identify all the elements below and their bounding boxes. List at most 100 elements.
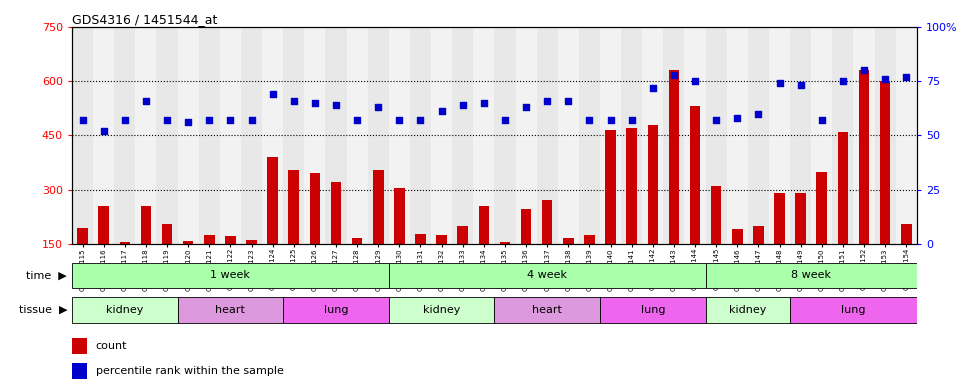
Text: 8 week: 8 week [791,270,831,280]
Bar [499,242,511,298]
Bar [225,236,235,298]
Point [793,83,808,89]
Point [349,117,365,123]
Bar [816,172,827,298]
Bar [541,200,552,298]
Bar [389,297,494,323]
Bar [140,206,151,298]
Bar [748,27,769,244]
Point [223,117,238,123]
Bar [896,27,917,244]
Bar [520,210,531,298]
Point [371,104,386,110]
Text: lung: lung [324,305,348,314]
Point [835,78,851,84]
Bar [605,130,616,298]
Bar [415,234,426,298]
Point [202,117,217,123]
Bar [584,235,594,298]
Point [392,117,407,123]
Text: lung: lung [640,305,665,314]
Bar [774,193,784,298]
Point [582,117,597,123]
Bar [579,27,600,244]
Bar [684,27,706,244]
Bar [99,206,109,298]
Point [286,98,301,104]
Bar [621,27,642,244]
Text: 1 week: 1 week [210,270,251,280]
Bar [182,241,193,298]
Bar [452,27,473,244]
Point [603,117,618,123]
Bar [626,128,636,298]
Bar [241,27,262,244]
Bar [689,106,700,298]
Bar [178,297,283,323]
Point [244,117,259,123]
Bar [304,27,325,244]
Bar [647,124,658,298]
Text: percentile rank within the sample: percentile rank within the sample [96,366,283,376]
Text: tissue  ▶: tissue ▶ [18,305,67,315]
Point [561,98,576,104]
Bar [72,263,389,288]
Text: kidney: kidney [730,305,766,314]
Bar [663,27,684,244]
Bar [858,70,869,298]
Point [814,117,829,123]
Bar [769,27,790,244]
Point [497,117,513,123]
Text: kidney: kidney [107,305,143,314]
Bar [516,27,537,244]
Point [476,100,492,106]
Point [180,119,196,126]
Bar [325,27,347,244]
Bar [875,27,896,244]
Point [666,71,682,78]
Text: lung: lung [841,305,866,314]
Point [265,91,280,97]
Bar [600,27,621,244]
Bar [72,363,87,379]
Bar [119,242,130,298]
Bar [753,226,763,298]
Point [645,84,660,91]
Bar [431,27,452,244]
Bar [394,188,405,298]
Bar [879,81,890,298]
Point [413,117,428,123]
Bar [178,27,199,244]
Bar [727,27,748,244]
Bar [246,240,256,298]
Bar [347,27,368,244]
Bar [706,263,917,288]
Bar [837,132,848,298]
Bar [706,297,790,323]
Point [899,74,914,80]
Point [328,102,344,108]
Bar [389,27,410,244]
Point [856,67,872,73]
Point [117,117,132,123]
Point [877,76,893,82]
Bar [710,186,721,298]
Bar [161,224,173,298]
Text: GDS4316 / 1451544_at: GDS4316 / 1451544_at [72,13,217,26]
Bar [853,27,875,244]
Bar [900,224,911,298]
Point [96,128,111,134]
Bar [436,235,446,298]
Point [455,102,470,108]
Bar [642,27,663,244]
Point [138,98,154,104]
Text: time  ▶: time ▶ [27,270,67,281]
Bar [795,193,805,298]
Point [772,80,787,86]
Bar [72,297,178,323]
Point [518,104,534,110]
Bar [811,27,832,244]
Bar [494,297,600,323]
Bar [351,238,362,298]
Point [307,100,323,106]
